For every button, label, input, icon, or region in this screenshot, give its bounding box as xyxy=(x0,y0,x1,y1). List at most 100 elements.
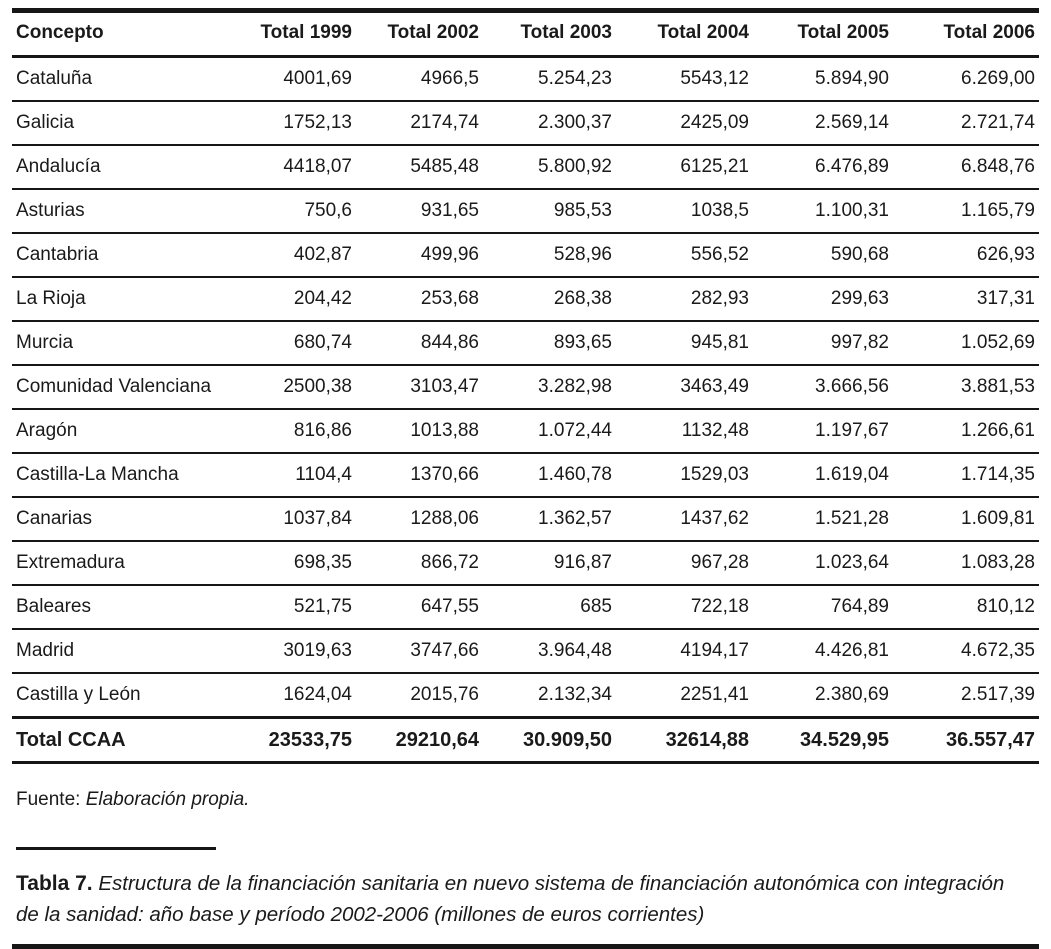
cell-value: 528,96 xyxy=(483,233,616,278)
row-label: Galicia xyxy=(12,101,244,146)
cell-value: 1.197,67 xyxy=(753,409,893,454)
cell-value: 253,68 xyxy=(356,277,483,322)
cell-value: 844,86 xyxy=(356,321,483,366)
table-row: Extremadura 698,35 866,72 916,87 967,28 1.023… xyxy=(12,541,1039,586)
column-header: Total 2002 xyxy=(356,10,483,58)
financing-table: Concepto Total 1999 Total 2002 Total 2003 To… xyxy=(12,8,1039,764)
cell-value: 2.300,37 xyxy=(483,101,616,146)
cell-value: 590,68 xyxy=(753,233,893,278)
cell-value: 647,55 xyxy=(356,585,483,630)
row-label: Andalucía xyxy=(12,145,244,190)
cell-value: 931,65 xyxy=(356,189,483,234)
source-line: Fuente: Elaboración propia. xyxy=(16,789,1039,811)
cell-value: 680,74 xyxy=(244,321,356,366)
cell-value: 5485,48 xyxy=(356,145,483,190)
cell-value: 36.557,47 xyxy=(893,716,1039,764)
cell-value: 299,63 xyxy=(753,277,893,322)
cell-value: 30.909,50 xyxy=(483,716,616,764)
table-caption: Tabla 7. Estructura de la financiación s… xyxy=(16,868,1031,930)
table-row: Canarias 1037,84 1288,06 1.362,57 1437,62 1.5… xyxy=(12,497,1039,542)
cell-value: 1.619,04 xyxy=(753,453,893,498)
cell-value: 556,52 xyxy=(616,233,753,278)
cell-value: 2425,09 xyxy=(616,101,753,146)
cell-value: 317,31 xyxy=(893,277,1039,322)
cell-value: 1.100,31 xyxy=(753,189,893,234)
cell-value: 1.083,28 xyxy=(893,541,1039,586)
cell-value: 1624,04 xyxy=(244,673,356,719)
cell-value: 997,82 xyxy=(753,321,893,366)
cell-value: 4001,69 xyxy=(244,56,356,102)
cell-value: 1038,5 xyxy=(616,189,753,234)
row-label: Madrid xyxy=(12,629,244,674)
cell-value: 6.476,89 xyxy=(753,145,893,190)
cell-value: 5543,12 xyxy=(616,56,753,102)
column-header: Total 2003 xyxy=(483,10,616,58)
cell-value: 1037,84 xyxy=(244,497,356,542)
row-label: Murcia xyxy=(12,321,244,366)
bottom-rule xyxy=(12,944,1039,949)
cell-value: 5.800,92 xyxy=(483,145,616,190)
cell-value: 1132,48 xyxy=(616,409,753,454)
cell-value: 3.666,56 xyxy=(753,365,893,410)
row-label: La Rioja xyxy=(12,277,244,322)
cell-value: 698,35 xyxy=(244,541,356,586)
cell-value: 1529,03 xyxy=(616,453,753,498)
cell-value: 499,96 xyxy=(356,233,483,278)
row-label: Cataluña xyxy=(12,56,244,102)
cell-value: 2.569,14 xyxy=(753,101,893,146)
cell-value: 1.023,64 xyxy=(753,541,893,586)
table-body: Cataluña 4001,69 4966,5 5.254,23 5543,12 5.89… xyxy=(12,56,1039,764)
cell-value: 1370,66 xyxy=(356,453,483,498)
caption-text: Estructura de la financiación sanitaria … xyxy=(16,872,1005,926)
caption-label: Tabla 7. xyxy=(16,872,93,895)
cell-value: 4.672,35 xyxy=(893,629,1039,674)
cell-value: 32614,88 xyxy=(616,716,753,764)
cell-value: 2174,74 xyxy=(356,101,483,146)
table-row: Comunidad Valenciana 2500,38 3103,47 3.282,… xyxy=(12,365,1039,410)
table-head: Concepto Total 1999 Total 2002 Total 2003 To… xyxy=(12,10,1039,58)
row-label: Cantabria xyxy=(12,233,244,278)
column-header: Total 1999 xyxy=(244,10,356,58)
cell-value: 810,12 xyxy=(893,585,1039,630)
table-header-row: Concepto Total 1999 Total 2002 Total 2003 To… xyxy=(12,10,1039,58)
row-label: Castilla y León xyxy=(12,673,244,719)
cell-value: 1.052,69 xyxy=(893,321,1039,366)
cell-value: 282,93 xyxy=(616,277,753,322)
cell-value: 34.529,95 xyxy=(753,716,893,764)
cell-value: 402,87 xyxy=(244,233,356,278)
cell-value: 6125,21 xyxy=(616,145,753,190)
cell-value: 29210,64 xyxy=(356,716,483,764)
cell-value: 3.282,98 xyxy=(483,365,616,410)
cell-value: 750,6 xyxy=(244,189,356,234)
cell-value: 1.521,28 xyxy=(753,497,893,542)
cell-value: 916,87 xyxy=(483,541,616,586)
cell-value: 967,28 xyxy=(616,541,753,586)
row-label: Aragón xyxy=(12,409,244,454)
cell-value: 5.254,23 xyxy=(483,56,616,102)
cell-value: 3103,47 xyxy=(356,365,483,410)
cell-value: 1.266,61 xyxy=(893,409,1039,454)
row-label: Comunidad Valenciana xyxy=(12,365,244,410)
row-label: Extremadura xyxy=(12,541,244,586)
table-row: Madrid 3019,63 3747,66 3.964,48 4194,17 4.426… xyxy=(12,629,1039,674)
cell-value: 3463,49 xyxy=(616,365,753,410)
cell-value: 1.714,35 xyxy=(893,453,1039,498)
cell-value: 2.132,34 xyxy=(483,673,616,719)
cell-value: 4.426,81 xyxy=(753,629,893,674)
cell-value: 6.269,00 xyxy=(893,56,1039,102)
cell-value: 685 xyxy=(483,585,616,630)
cell-value: 2.380,69 xyxy=(753,673,893,719)
cell-value: 722,18 xyxy=(616,585,753,630)
cell-value: 2500,38 xyxy=(244,365,356,410)
cell-value: 1752,13 xyxy=(244,101,356,146)
cell-value: 626,93 xyxy=(893,233,1039,278)
column-header-concepto: Concepto xyxy=(12,10,244,58)
cell-value: 985,53 xyxy=(483,189,616,234)
cell-value: 1013,88 xyxy=(356,409,483,454)
cell-value: 816,86 xyxy=(244,409,356,454)
cell-value: 268,38 xyxy=(483,277,616,322)
cell-value: 521,75 xyxy=(244,585,356,630)
cell-value: 3019,63 xyxy=(244,629,356,674)
cell-value: 204,42 xyxy=(244,277,356,322)
